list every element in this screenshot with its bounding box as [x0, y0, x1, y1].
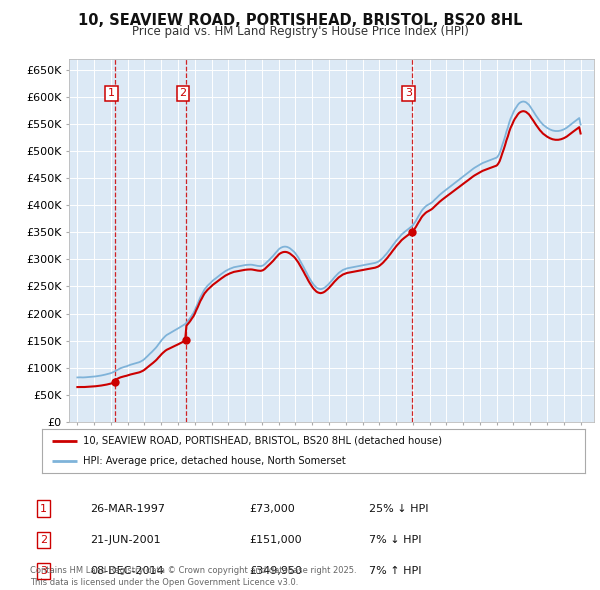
Text: 26-MAR-1997: 26-MAR-1997 [90, 504, 165, 513]
Text: 08-DEC-2014: 08-DEC-2014 [90, 566, 164, 576]
Text: 3: 3 [40, 566, 47, 576]
Text: 21-JUN-2001: 21-JUN-2001 [90, 535, 161, 545]
Text: 7% ↑ HPI: 7% ↑ HPI [369, 566, 421, 576]
Text: Contains HM Land Registry data © Crown copyright and database right 2025.
This d: Contains HM Land Registry data © Crown c… [30, 566, 356, 587]
Text: HPI: Average price, detached house, North Somerset: HPI: Average price, detached house, Nort… [83, 456, 346, 466]
Text: £151,000: £151,000 [249, 535, 302, 545]
Text: 1: 1 [40, 504, 47, 513]
Text: Price paid vs. HM Land Registry's House Price Index (HPI): Price paid vs. HM Land Registry's House … [131, 25, 469, 38]
Text: £73,000: £73,000 [249, 504, 295, 513]
Text: 3: 3 [405, 88, 412, 99]
Text: 2: 2 [179, 88, 187, 99]
Text: 7% ↓ HPI: 7% ↓ HPI [369, 535, 421, 545]
Text: 1: 1 [108, 88, 115, 99]
Text: 2: 2 [40, 535, 47, 545]
Text: 10, SEAVIEW ROAD, PORTISHEAD, BRISTOL, BS20 8HL (detached house): 10, SEAVIEW ROAD, PORTISHEAD, BRISTOL, B… [83, 436, 442, 446]
Text: 25% ↓ HPI: 25% ↓ HPI [369, 504, 428, 513]
Text: 10, SEAVIEW ROAD, PORTISHEAD, BRISTOL, BS20 8HL: 10, SEAVIEW ROAD, PORTISHEAD, BRISTOL, B… [78, 13, 522, 28]
Text: £349,950: £349,950 [249, 566, 302, 576]
